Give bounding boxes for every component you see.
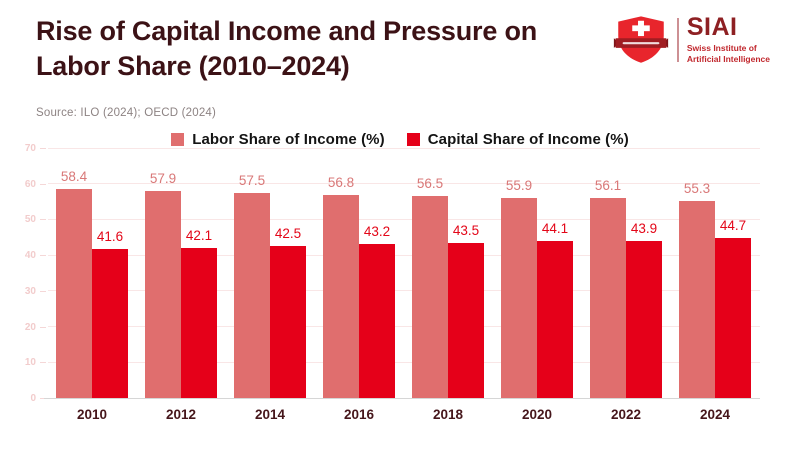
capital-legend-swatch-icon [406, 133, 420, 146]
logo-subtitle-line-2: Artificial Intelligence [686, 54, 770, 64]
legend-item-labor: Labor Share of Income (%) [171, 131, 385, 148]
logo-subtitle-line-1: Swiss Institute of [686, 42, 757, 53]
y-gridline [48, 361, 760, 363]
bar-value-label: 42.1 [185, 227, 213, 243]
y-tick-mark [40, 148, 46, 149]
labor-share-bar [323, 195, 359, 398]
x-axis-label: 2016 [343, 407, 375, 422]
capital-share-bar [270, 246, 306, 398]
page-title: Rise of Capital Income and Pressure on L… [36, 14, 537, 84]
bar-value-label: 44.7 [719, 218, 747, 234]
y-tick-mark [40, 326, 46, 328]
y-axis: 0 10 20 30 40 50 60 70 [0, 143, 46, 404]
y-tick-label: 0 [30, 393, 36, 405]
labor-share-bar [56, 189, 92, 398]
logo-acronym: SIAI [686, 12, 738, 41]
y-tick-mark [40, 219, 46, 221]
x-axis-label: 2024 [699, 407, 731, 422]
y-tick-label: 70 [24, 143, 36, 155]
swiss-shield-icon [613, 16, 668, 63]
bar-value-label: 56.1 [594, 177, 622, 193]
labor-share-bar [234, 192, 270, 398]
capital-legend-label: Capital Share of Income (%) [427, 131, 629, 148]
bar-chart-plot-area: 58.4 41.6 2010 57.9 42.1 2012 57.5 42.5 2014 56.8… [44, 147, 760, 422]
y-gridline [48, 254, 760, 256]
y-tick-label: 30 [24, 285, 36, 297]
y-tick-mark [40, 362, 46, 364]
labor-share-bar [590, 197, 626, 398]
x-axis-line [44, 397, 760, 399]
bar-value-label: 55.9 [505, 178, 533, 194]
bar-value-label: 55.3 [683, 180, 711, 196]
bar-value-label: 41.6 [96, 229, 124, 245]
capital-share-bar [181, 247, 217, 398]
page-title-line-1: Rise of Capital Income and Pressure on [36, 16, 538, 46]
bar-value-label: 57.5 [238, 172, 266, 188]
y-gridline [48, 218, 760, 220]
x-axis-label: 2012 [165, 407, 197, 422]
capital-share-bar [448, 242, 484, 398]
capital-share-bar [92, 249, 128, 398]
bar-value-label: 43.5 [452, 222, 480, 238]
capital-share-bar [715, 238, 751, 398]
page-title-line-2: Labor Share (2010–2024) [36, 51, 350, 81]
labor-share-bar [679, 200, 715, 398]
bar-value-label: 43.2 [363, 223, 391, 239]
chart-legend: Labor Share of Income (%) Capital Share … [0, 131, 800, 148]
y-tick-label: 60 [24, 178, 36, 190]
y-tick-label: 40 [24, 250, 36, 262]
bar-value-label: 42.5 [274, 226, 302, 242]
x-axis-label: 2018 [432, 407, 464, 422]
capital-share-bar [626, 241, 662, 398]
y-tick-mark [40, 398, 46, 399]
capital-share-bar [537, 240, 573, 398]
y-tick-mark [40, 290, 46, 292]
labor-share-bar [145, 191, 181, 398]
bar-value-label: 43.9 [630, 221, 658, 237]
labor-share-bar [412, 196, 448, 398]
x-axis-label: 2020 [521, 407, 553, 422]
y-gridline [48, 147, 760, 149]
logo-divider [676, 18, 679, 62]
y-gridline [48, 290, 760, 292]
bar-value-label: 56.5 [416, 176, 444, 192]
bar-value-label: 58.4 [60, 169, 88, 185]
bar-value-label: 44.1 [541, 220, 569, 236]
capital-share-bar [359, 243, 395, 398]
x-axis-label: 2010 [76, 407, 108, 422]
bar-value-label: 57.9 [149, 171, 177, 187]
y-tick-mark [40, 183, 46, 185]
x-axis-label: 2022 [610, 407, 642, 422]
source-note: Source: ILO (2024); OECD (2024) [36, 107, 217, 119]
siai-logo: SIAI Swiss Institute of Artificial Intel… [613, 13, 770, 67]
y-tick-label: 10 [24, 357, 36, 369]
labor-legend-swatch-icon [171, 133, 185, 146]
y-gridline [48, 326, 760, 328]
y-tick-mark [40, 255, 46, 257]
labor-share-bar [501, 198, 537, 398]
labor-legend-label: Labor Share of Income (%) [192, 131, 385, 148]
y-tick-label: 50 [24, 214, 36, 226]
bar-value-label: 56.8 [327, 175, 355, 191]
x-axis-label: 2014 [254, 407, 286, 422]
logo-text: SIAI Swiss Institute of Artificial Intel… [686, 12, 770, 65]
legend-item-capital: Capital Share of Income (%) [406, 131, 629, 148]
y-gridline [48, 183, 760, 185]
y-tick-label: 20 [24, 321, 36, 333]
